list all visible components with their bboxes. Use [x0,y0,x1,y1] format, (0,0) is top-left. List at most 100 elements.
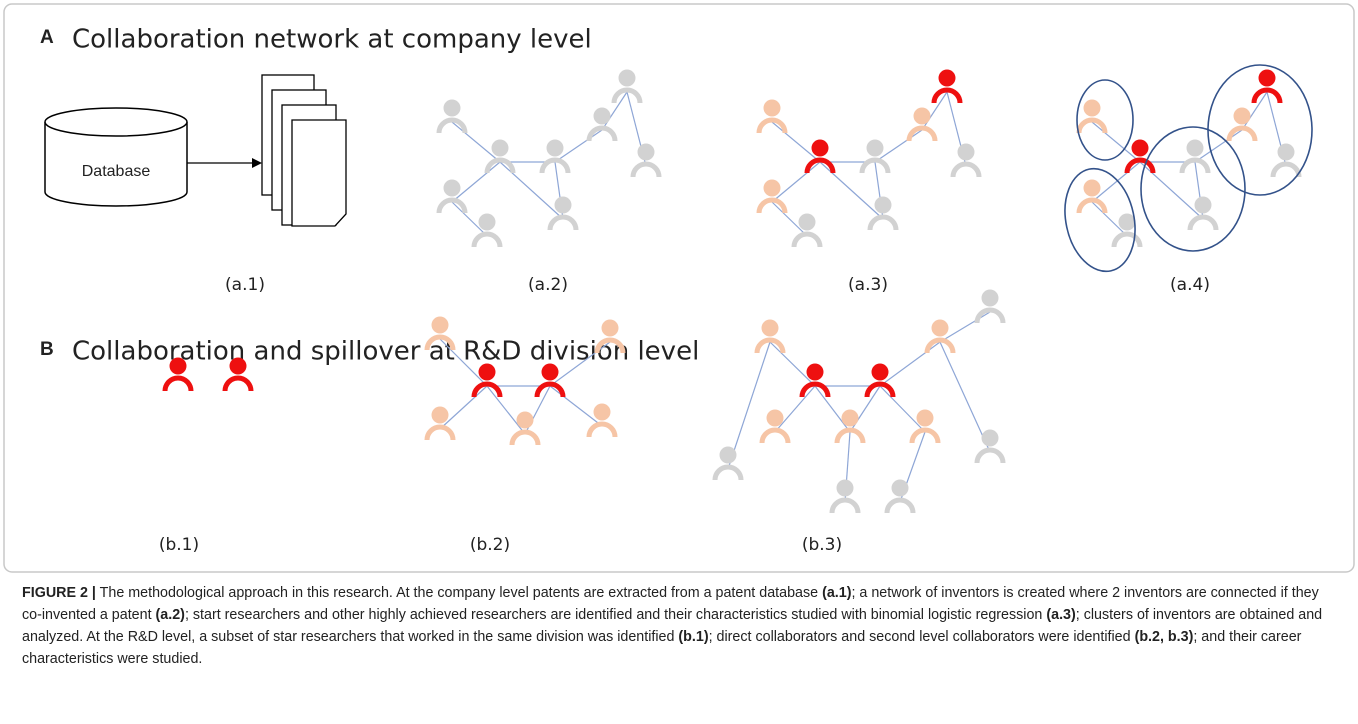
sub-label: (a.2) [528,275,568,295]
person-head [541,363,559,381]
person-head [981,429,999,447]
person-body [909,427,941,444]
person-head [763,99,781,117]
person-body [586,421,618,438]
person-body [539,157,571,174]
sub-label: (b.1) [159,535,199,555]
person-head [916,409,934,427]
person-head [874,196,892,214]
edge [554,129,603,163]
person-head [719,446,737,464]
person-body [1251,87,1283,104]
person-head [763,179,781,197]
caption-text: (b.1) [678,629,709,645]
person-body [950,161,982,178]
edge [499,161,564,220]
person-body [974,307,1006,324]
edge [769,341,816,387]
person-body [222,375,254,392]
person-head [491,139,509,157]
person-head [1083,99,1101,117]
person-head [931,319,949,337]
person-body [924,337,956,354]
person-body [424,334,456,351]
edge [1091,161,1141,203]
person-head [766,409,784,427]
person-body [834,427,866,444]
person-body [484,157,516,174]
person-head [1118,213,1136,231]
person-body [594,337,626,354]
person-body [611,87,643,104]
caption-text: (b.2, b.3) [1134,629,1194,645]
person-head [806,363,824,381]
person-head [1083,179,1101,197]
person-body [756,117,788,134]
person-body [471,231,503,248]
person-head [1186,139,1204,157]
person-body [884,497,916,514]
person-head [516,411,534,429]
cluster [1076,79,1134,161]
person-head [546,139,564,157]
edge [874,129,923,163]
person-body [630,161,662,178]
person-body [436,197,468,214]
caption-text: ; a network of inventors is created wher… [22,585,1323,623]
edge [439,385,488,430]
edge [486,385,526,435]
person-body [424,424,456,441]
person-head [1258,69,1276,87]
person-body [1076,117,1108,134]
person-body [1187,214,1219,231]
person-body [791,231,823,248]
edge [601,91,628,131]
sub-label: (b.2) [470,535,510,555]
edge [1194,129,1243,163]
edge [771,201,808,237]
cluster [1064,167,1136,273]
person-head [957,143,975,161]
cluster [1207,64,1313,196]
caption-text: (a.3) [1046,607,1076,623]
sub-label: (a.4) [1170,275,1210,295]
person-body [754,337,786,354]
documents [261,74,347,227]
person-head [593,403,611,421]
person-head [601,319,619,337]
person-body [931,87,963,104]
person-body [586,125,618,142]
figure-border [3,3,1355,573]
person-head [443,99,461,117]
person-body [471,381,503,398]
person-head [981,289,999,307]
person-body [547,214,579,231]
edge [1091,201,1128,237]
person-head [637,143,655,161]
person-body [534,381,566,398]
sub-label: (b.3) [802,535,842,555]
person-body [436,117,468,134]
edge [814,385,851,433]
caption-text: (a.2) [155,607,185,623]
person-head [554,196,572,214]
person-head [618,69,636,87]
edge [439,338,488,387]
person-body [859,157,891,174]
person-head [871,363,889,381]
person-head [761,319,779,337]
person-head [1233,107,1251,125]
caption-text: (a.1) [822,585,852,601]
person-body [829,497,861,514]
edge [939,341,991,453]
person-head [836,479,854,497]
caption-text: ; and their career characteristics were … [22,629,1306,667]
edge [1091,121,1141,163]
edge [774,385,816,433]
person-head [478,363,496,381]
person-body [756,197,788,214]
person-body [1179,157,1211,174]
person-body [1270,161,1302,178]
person-body [906,125,938,142]
